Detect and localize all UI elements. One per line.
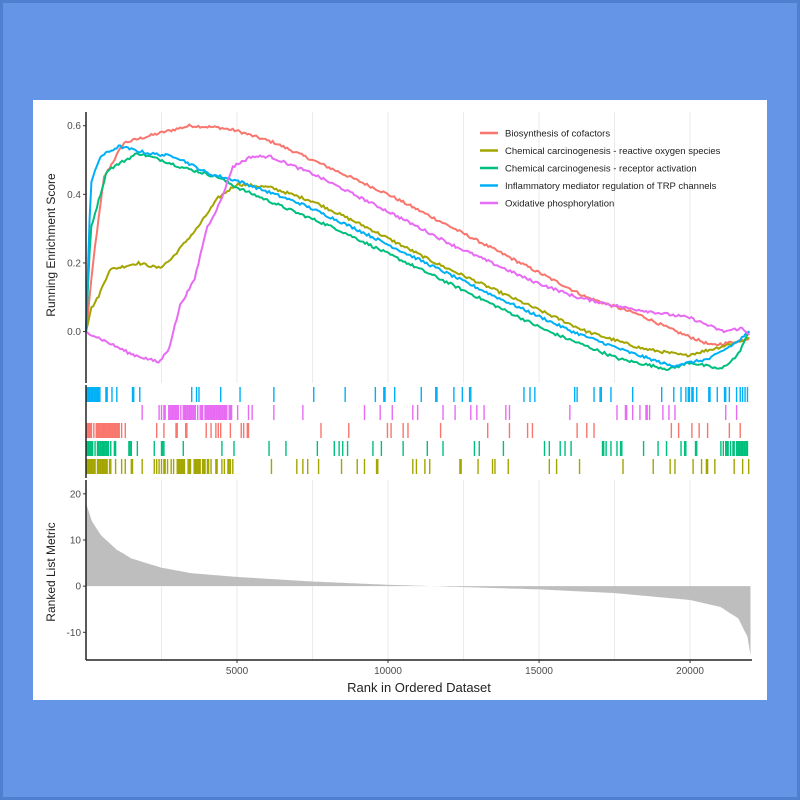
es-curve-series-0 [85, 123, 750, 347]
legend-label: Biosynthesis of cofactors [505, 129, 610, 140]
legend-label: Chemical carcinogenesis - reactive oxyge… [505, 146, 721, 157]
es-curve-series-2 [85, 152, 751, 372]
y-tick-label-top: 0.4 [67, 190, 81, 201]
y-tick-label-bottom: 0 [75, 582, 81, 593]
es-curve-series-1 [85, 181, 750, 358]
x-tick-label: 10000 [374, 666, 402, 677]
legend-label: Oxidative phosphorylation [505, 199, 614, 210]
x-tick-label: 20000 [676, 666, 704, 677]
es-curve-series-3 [85, 144, 750, 368]
legend-label: Inflammatory mediator regulation of TRP … [505, 181, 717, 192]
y-tick-label-bottom: 20 [70, 489, 82, 500]
es-curve-series-4 [85, 154, 751, 364]
x-tick-label: 15000 [525, 666, 553, 677]
y-tick-label-bottom: -10 [67, 628, 82, 639]
y-tick-label-top: 0.0 [67, 327, 81, 338]
y-axis-label-top: Running Enrichment Score [44, 173, 58, 317]
x-tick-label: 5000 [226, 666, 249, 677]
ranked-metric-area [86, 503, 751, 656]
x-axis-label: Rank in Ordered Dataset [347, 680, 491, 695]
y-tick-label-bottom: 10 [70, 536, 82, 547]
y-tick-label-top: 0.2 [67, 258, 81, 269]
legend: Biosynthesis of cofactors Chemical carcin… [480, 129, 721, 210]
y-axis-label-bottom: Ranked List Metric [44, 522, 58, 621]
y-tick-label-top: 0.6 [67, 121, 81, 132]
legend-label: Chemical carcinogenesis - receptor activ… [505, 164, 697, 175]
